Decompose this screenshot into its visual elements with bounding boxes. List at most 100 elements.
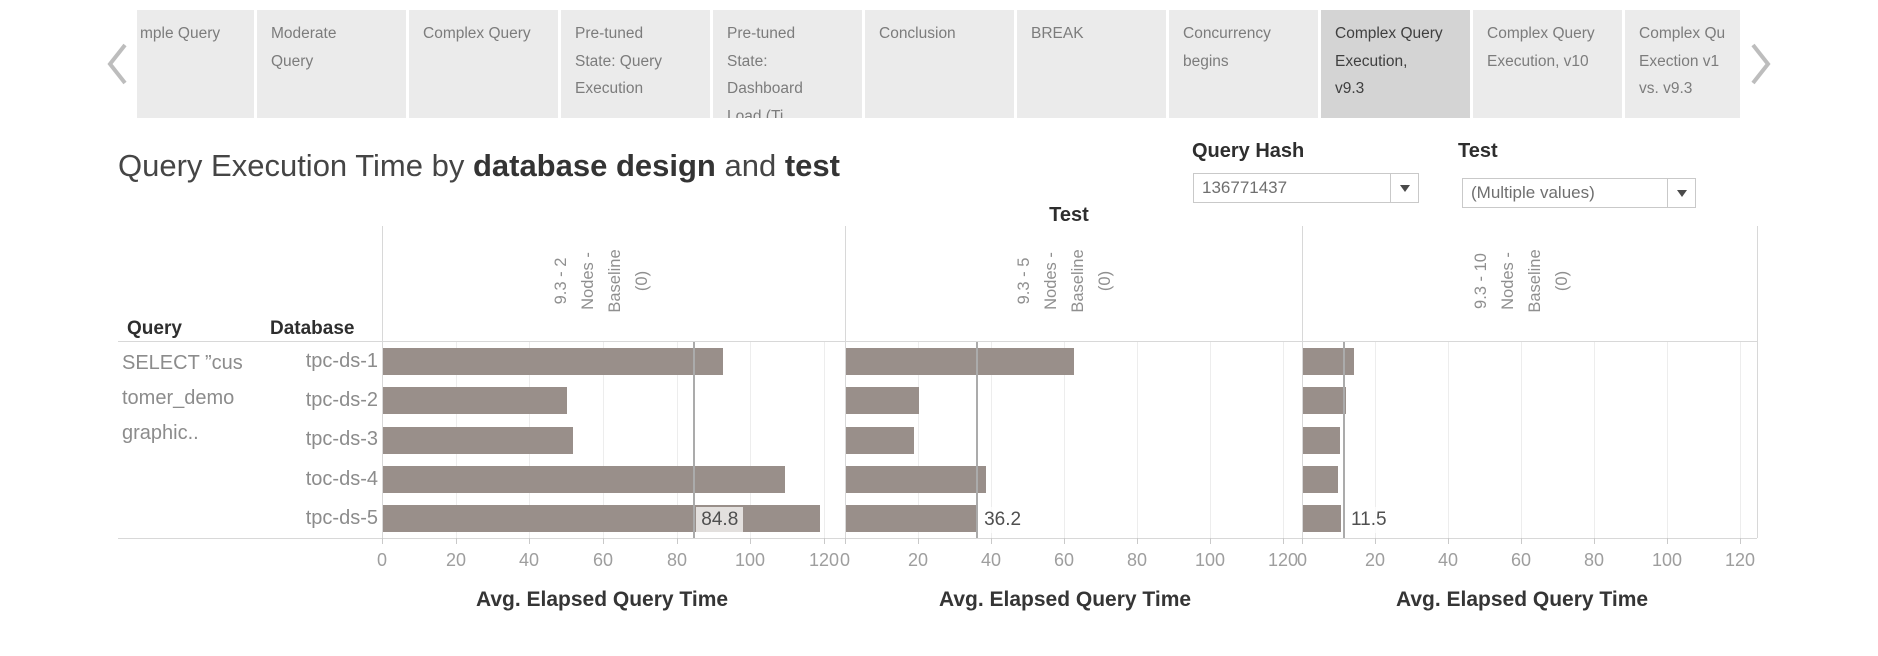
bar[interactable] [846,387,920,415]
panel-column-header-line: Baseline [1069,249,1087,313]
query-column-header: Query [127,318,182,339]
bar[interactable] [383,504,820,532]
axis-tick-label: 120 [808,550,840,570]
story-point-tab[interactable]: Concurrency begins [1169,10,1318,118]
reference-line-label: 36.2 [979,507,1027,533]
axis-tick [1667,538,1668,544]
panel-column-header-line: 9.3 - 10 [1472,253,1490,309]
reference-line [693,342,696,538]
panel-column-header-line: 9.3 - 5 [1015,257,1033,305]
axis-tick [918,538,919,544]
axis-tick [603,538,604,544]
grid-line [677,342,678,538]
axis-tick-label: 100 [734,550,766,570]
pane-border [1302,226,1303,538]
database-row-label: tpc-ds-2 [305,389,378,412]
story-point-tab[interactable]: Complex Query Execution, v10 [1473,10,1622,118]
axis-tick [382,538,383,544]
grid-line [603,342,604,538]
chevron-right-icon [1747,43,1775,91]
dropdown-arrow-icon [1676,189,1687,197]
story-point-tab[interactable]: Pre-tuned State: Query Execution [561,10,710,118]
bar[interactable] [1303,348,1354,376]
axis-tick [1448,538,1449,544]
axis-tick-label: 20 [445,550,467,570]
grid-line [1210,342,1211,538]
bar[interactable] [383,387,568,415]
panel-column-header-line: Nodes - [1499,252,1517,310]
story-point-tab[interactable]: Complex Query Execution, v9.3 [1321,10,1470,118]
axis-tick [1064,538,1065,544]
test-dropdown-button[interactable] [1667,179,1695,207]
grid-line [824,342,825,538]
story-point-tab[interactable]: Complex Qu Exection v1 vs. v9.3 [1625,10,1740,118]
bar[interactable] [846,504,978,532]
grid-line [1375,342,1376,538]
axis-tick-label: 80 [1126,550,1148,570]
axis-tick [1283,538,1284,544]
pane-border [382,226,383,538]
story-point-tab[interactable]: Conclusion [865,10,1014,118]
bar[interactable] [383,348,723,376]
story-point-tab[interactable]: Complex Query [409,10,558,118]
axis-tick-label: 0 [839,550,850,570]
story-point-tab[interactable]: Pre-tuned State: Dashboard Load (Ti [713,10,862,118]
axis-tick-label: 60 [1053,550,1075,570]
chart-test-header: Test [1049,204,1089,226]
axis-tick [991,538,992,544]
grid-line [1594,342,1595,538]
axis-title: Avg. Elapsed Query Time [475,588,729,611]
story-point-tab[interactable]: Moderate Query [257,10,406,118]
next-tab-button[interactable] [1747,41,1775,92]
query-row-label: SELECT ”cus tomer_demo graphic.. [122,346,243,451]
grid-line [750,342,751,538]
query-row-label-line: graphic.. [122,422,199,444]
bar[interactable] [383,465,785,493]
prev-tab-button[interactable] [103,41,131,92]
axis-tick [529,538,530,544]
reference-line [1343,342,1345,538]
test-value: (Multiple values) [1471,183,1595,202]
grid-line [1667,342,1668,538]
axis-tick-label: 20 [1364,550,1386,570]
grid-line [1137,342,1138,538]
axis-tick-label: 40 [1437,550,1459,570]
panel-column-header-line: Nodes - [1042,252,1060,310]
panel-column-header-line: (0) [1553,270,1571,292]
story-point-tab[interactable]: BREAK [1017,10,1166,118]
bar[interactable] [846,426,914,454]
axis-tick [1302,538,1303,544]
bar[interactable] [1303,504,1342,532]
test-dropdown[interactable]: (Multiple values) [1462,178,1696,208]
bar[interactable] [846,348,1074,376]
reference-line-label: 11.5 [1346,507,1392,533]
axis-title: Avg. Elapsed Query Time [1395,588,1649,611]
axis-tick-label: 60 [1510,550,1532,570]
bar[interactable] [383,426,573,454]
query-hash-dropdown[interactable]: 136771437 [1193,173,1419,203]
bar[interactable] [846,465,986,493]
bar[interactable] [1303,387,1347,415]
bar[interactable] [1303,426,1340,454]
header-separator-line [118,341,1757,342]
pane-border [1757,226,1758,538]
axis-tick-label: 80 [1583,550,1605,570]
axis-tick-label: 0 [1296,550,1307,570]
panel-column-header-line: Baseline [606,249,624,313]
axis-tick-label: 40 [518,550,540,570]
query-hash-dropdown-button[interactable] [1390,174,1418,202]
story-point-tab[interactable]: mple Query [137,10,254,118]
axis-tick-label: 120 [1267,550,1299,570]
database-row-label: toc-ds-4 [305,467,378,490]
grid-line [1448,342,1449,538]
database-row-label: tpc-ds-1 [305,350,378,373]
axis-tick [824,538,825,544]
axis-tick [1521,538,1522,544]
axis-tick-label: 100 [1651,550,1683,570]
axis-tick [1210,538,1211,544]
reference-line [976,342,979,538]
panel-column-header: 9.3 - 5 Nodes - Baseline (0) [1011,221,1119,341]
axis-tick [456,538,457,544]
bar[interactable] [1303,465,1339,493]
query-row-label-line: tomer_demo [122,387,235,409]
